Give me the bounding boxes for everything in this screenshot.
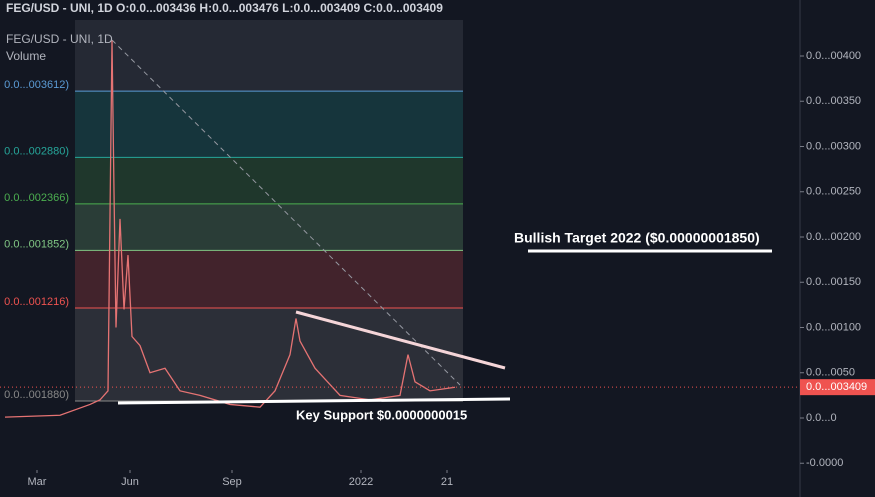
last-price-box: [800, 379, 875, 396]
header: FEG/USD - UNI, 1D O:0.0...003436 H:0.0..…: [6, 1, 443, 15]
fib-zone: [75, 91, 463, 158]
annotation: Key Support $0.0000000015: [296, 407, 467, 422]
y-tick-label: 0.0...00400: [806, 50, 861, 62]
y-tick-label: 0.0...00100: [806, 321, 861, 333]
fib-label: 0.0...002366): [4, 192, 69, 204]
indicator: Volume: [6, 49, 46, 63]
fib-zone: [75, 307, 463, 401]
fib-zone: [75, 203, 463, 251]
resistance-line: [295, 310, 506, 370]
fib-label: 0.0...001852): [4, 238, 69, 250]
x-tick-label: 21: [441, 476, 453, 488]
fib-label: 0.0...001216): [4, 296, 69, 308]
y-tick-label: 0.0...00300: [806, 140, 861, 152]
y-tick-label: 0.0...00150: [806, 276, 861, 288]
x-tick-label: Mar: [28, 476, 47, 488]
last-price-label: 0.0...003409: [806, 381, 867, 393]
fib-zone: [75, 250, 463, 308]
y-tick-label: 0.0...00200: [806, 231, 861, 243]
annotation: Bullish Target 2022 ($0.00000001850): [514, 230, 760, 246]
fib-zone: [75, 157, 463, 204]
y-tick-label: 0.0...0: [806, 412, 837, 424]
y-tick-label: 0.0...00350: [806, 95, 861, 107]
fib-top-zone: [75, 20, 463, 91]
trend-dashed: [111, 39, 461, 386]
x-tick-label: 2022: [349, 476, 373, 488]
legend-title: FEG/USD - UNI, 1D: [6, 32, 113, 46]
y-tick-label: 0.0...0050: [806, 367, 855, 379]
support-line: [117, 397, 511, 405]
fib-label: 0.0...003612): [4, 79, 69, 91]
fib-label: 0.0...002880): [4, 145, 69, 157]
y-tick-label: 0.0...00250: [806, 186, 861, 198]
x-tick-label: Jun: [121, 476, 139, 488]
x-tick-label: Sep: [222, 476, 242, 488]
fib-label: 0.0...001880): [4, 389, 69, 401]
y-tick-label: -0.0000: [806, 457, 843, 469]
fib-zones: 0.0...003612) 0.0...002880) 0.0...002366) 0…: [4, 79, 463, 402]
